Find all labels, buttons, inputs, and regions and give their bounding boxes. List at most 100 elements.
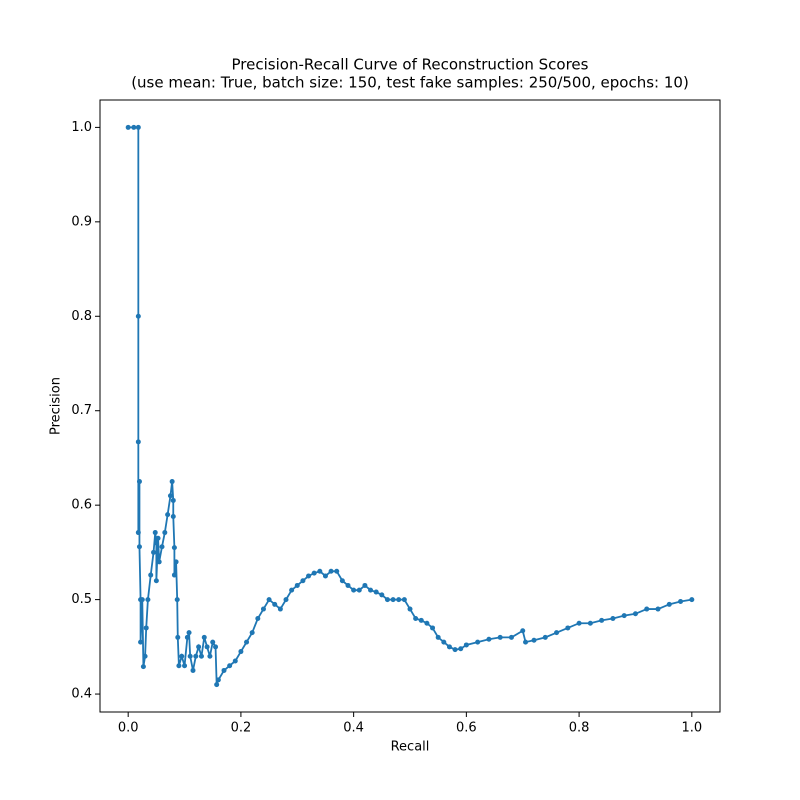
point: [435, 634, 441, 640]
point: [599, 617, 605, 623]
point: [610, 616, 616, 621]
point: [135, 124, 141, 130]
point: [523, 639, 529, 645]
point: [373, 589, 379, 595]
point: [135, 530, 141, 536]
point: [587, 620, 593, 626]
point: [441, 639, 447, 645]
point: [135, 313, 141, 319]
point: [260, 606, 266, 612]
point: [155, 535, 161, 541]
point: [167, 493, 173, 499]
point: [169, 479, 175, 485]
point: [190, 667, 196, 673]
point: [170, 497, 176, 503]
point: [153, 540, 159, 546]
point: [666, 601, 672, 607]
y-axis-label: Precision: [49, 377, 64, 435]
point: [140, 664, 146, 670]
y-tick-label: 1.0: [71, 120, 92, 135]
point: [135, 439, 141, 445]
point: [277, 606, 283, 612]
point: [145, 597, 151, 603]
point: [153, 578, 159, 584]
point: [255, 616, 261, 621]
point: [531, 637, 537, 643]
point: [204, 644, 210, 650]
point: [368, 587, 374, 593]
y-tick-label: 0.9: [71, 214, 92, 229]
point: [424, 620, 430, 626]
point: [345, 582, 351, 588]
point: [227, 663, 233, 669]
point: [136, 544, 142, 550]
point: [497, 634, 503, 640]
x-tick-label: 0.8: [569, 721, 590, 736]
point: [542, 634, 548, 640]
point: [179, 653, 185, 659]
point: [362, 582, 368, 588]
point: [289, 587, 295, 593]
point: [162, 530, 168, 536]
point: [621, 613, 627, 619]
x-tick-label: 0.6: [456, 721, 477, 736]
point: [644, 606, 650, 612]
y-tick-label: 0.7: [71, 403, 92, 418]
y-tick-label: 0.4: [71, 687, 92, 702]
point: [193, 653, 199, 659]
point: [174, 597, 180, 603]
point: [232, 658, 238, 664]
x-tick-label: 0.0: [118, 721, 139, 736]
point: [238, 649, 244, 655]
point: [430, 625, 436, 631]
point: [508, 634, 514, 640]
point: [152, 530, 158, 536]
point: [463, 642, 469, 648]
point: [294, 582, 300, 588]
point: [356, 587, 362, 593]
point: [176, 663, 182, 669]
x-tick-label: 0.4: [343, 721, 364, 736]
point: [170, 514, 176, 519]
point: [311, 570, 317, 576]
point: [186, 630, 192, 636]
x-axis-label: Recall: [391, 740, 430, 755]
point: [210, 639, 216, 645]
point: [142, 653, 148, 659]
point: [214, 682, 220, 688]
point: [334, 568, 340, 574]
point: [184, 634, 190, 640]
y-tick-label: 0.8: [71, 309, 92, 324]
point: [138, 639, 144, 645]
point: [244, 639, 250, 645]
point: [187, 653, 193, 659]
point: [266, 597, 272, 603]
point: [283, 597, 289, 603]
point: [689, 597, 695, 603]
point: [173, 559, 179, 565]
point: [339, 578, 345, 584]
y-tick-label: 0.6: [71, 498, 92, 513]
point: [565, 625, 571, 631]
point: [221, 667, 227, 673]
point: [576, 620, 582, 626]
point: [317, 568, 323, 574]
point: [156, 559, 162, 565]
point: [351, 587, 357, 593]
point: [396, 597, 402, 603]
point: [678, 599, 684, 604]
point: [249, 630, 255, 636]
point: [207, 653, 213, 659]
chart-title: Precision-Recall Curve of Reconstruction…: [232, 56, 589, 74]
point: [125, 124, 131, 130]
point: [475, 639, 481, 645]
point: [486, 636, 492, 642]
point: [175, 634, 181, 640]
point: [520, 628, 526, 634]
point: [143, 625, 149, 631]
point: [272, 601, 278, 607]
point: [446, 644, 452, 650]
point: [151, 549, 157, 555]
point: [300, 578, 306, 584]
